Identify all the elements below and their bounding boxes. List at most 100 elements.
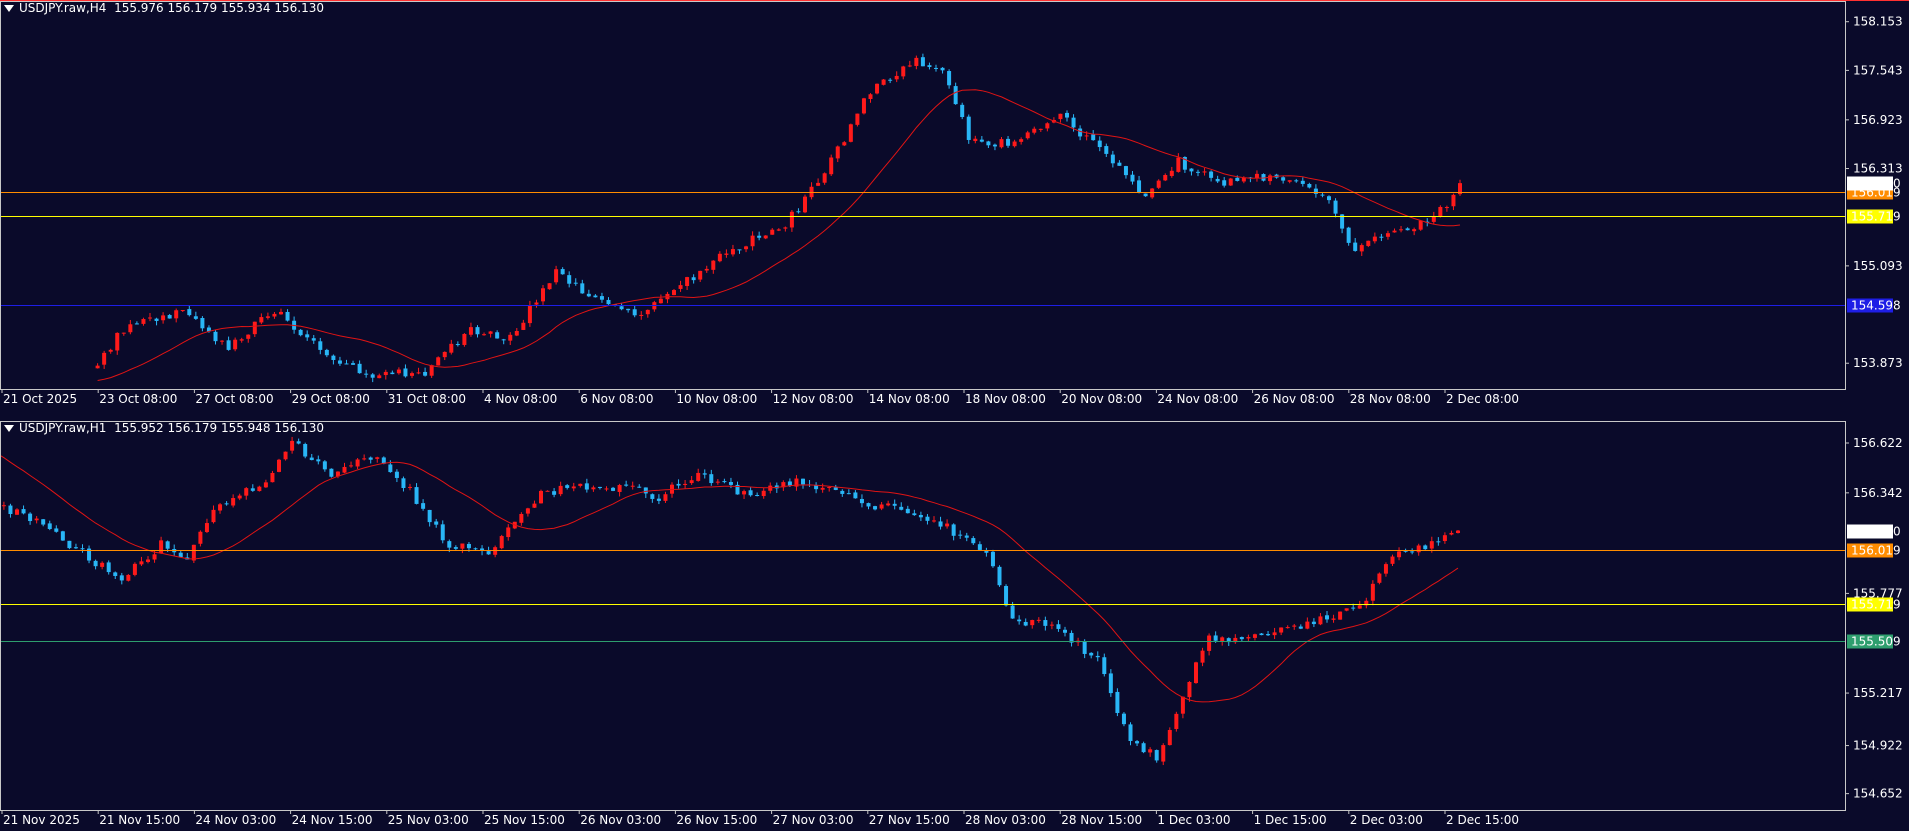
candle-body [224,503,229,505]
candle-body [565,485,570,488]
candle-body [1429,541,1434,549]
candle-body [888,79,893,81]
candle-body [233,339,238,350]
candle-body [429,365,434,376]
x-tick-label: 4 Nov 08:00 [484,392,557,406]
candle-body [560,269,565,275]
candle-body [1372,236,1377,242]
candle-body [473,548,478,550]
h1-chart-pane[interactable]: 156.019 155.719 155.509 156.130 156.622 156.3… [0,420,1909,831]
candle-body [1353,242,1358,251]
candle-body [728,482,733,485]
candle-body [1294,180,1299,182]
candle-body [414,487,419,504]
candle-body [1392,230,1397,233]
candle-body [1311,621,1316,625]
collapse-triangle-icon[interactable] [4,425,14,432]
candle-body [1344,608,1349,611]
candle-body [252,321,257,335]
candle-body [912,513,917,516]
candle-body [997,566,1002,586]
candle-body [331,355,336,360]
candle-body [1346,227,1351,243]
candle-body [200,317,205,329]
moving-average-line [97,89,1461,381]
candle-body [1089,652,1094,656]
candle-body [193,316,198,319]
candle-body [532,503,537,508]
candle-body [1220,637,1225,642]
candle-body [702,473,707,475]
candle-body [591,487,596,490]
candle-body [552,491,557,495]
candle-body [881,79,886,85]
candle-body [1215,178,1220,182]
candle-body [394,471,399,478]
candle-body [1359,245,1364,252]
x-tick-label: 29 Oct 08:00 [292,392,370,406]
candle-body [984,550,989,553]
candle-body [794,478,799,487]
candle-body [1300,180,1305,184]
candle-body [973,138,978,142]
candle-body [554,269,559,283]
candle-body [1148,749,1153,753]
candle-body [873,506,878,510]
x-tick-label: 26 Nov 15:00 [676,813,757,827]
candle-body [761,490,766,497]
collapse-triangle-icon[interactable] [4,5,14,12]
candle-body [1397,551,1402,558]
candle-body [100,562,105,567]
candle-body [859,498,864,504]
candle-body [362,458,367,460]
candle-body [1202,171,1207,173]
candle-body [1285,627,1290,629]
candle-body [316,459,321,462]
h4-chart[interactable]: 156.019155.719154.598156.130158.153157.5… [0,0,1909,414]
candle-body [1438,206,1443,217]
candle-body [403,368,408,377]
candle-body [1207,635,1212,651]
candle-body [113,572,118,576]
level-label-text: 156.019 [1851,544,1901,558]
x-tick-label: 27 Nov 15:00 [869,813,950,827]
h4-chart-pane[interactable]: 156.019 155.719 154.598 156.130 158.153 157.5… [0,0,1909,414]
candle-body [495,332,500,339]
candle-body [519,513,524,523]
candle-body [257,486,262,492]
candle-body [1128,724,1133,742]
candle-body [914,57,919,66]
candle-body [925,516,930,521]
candle-body [678,285,683,289]
candle-body [938,521,943,527]
candle-body [349,465,354,467]
candle-body [1252,634,1257,638]
x-tick-label: 28 Nov 03:00 [965,813,1046,827]
h1-chart[interactable]: 156.019 155.719 155.509 156.130 156.622 156.3… [0,420,1909,831]
candle-body [521,322,526,330]
candle-body [290,440,295,451]
candle-body [932,520,936,522]
x-tick-label: 24 Nov 15:00 [292,813,373,827]
candle-body [455,344,460,346]
candle-body [1104,146,1109,154]
candle-body [1071,117,1076,128]
candle-body [318,341,323,350]
candle-body [1272,632,1277,636]
candle-body [270,472,275,483]
x-tick-label: 21 Nov 2025 [3,813,80,827]
candle-body [152,554,157,560]
current-price-box [1847,524,1893,539]
candle-body [698,270,703,280]
candle-body [1254,173,1259,179]
candle-body [696,472,701,481]
candle-body [1143,193,1148,197]
candle-body [1,505,6,507]
candle-body [715,481,720,483]
candle-body [1246,637,1251,639]
level-price-label: 155.509 [1847,634,1901,649]
candle-body [527,304,532,324]
plot-frame [0,421,1846,811]
candle-body [809,186,814,198]
candle-body [986,141,991,146]
